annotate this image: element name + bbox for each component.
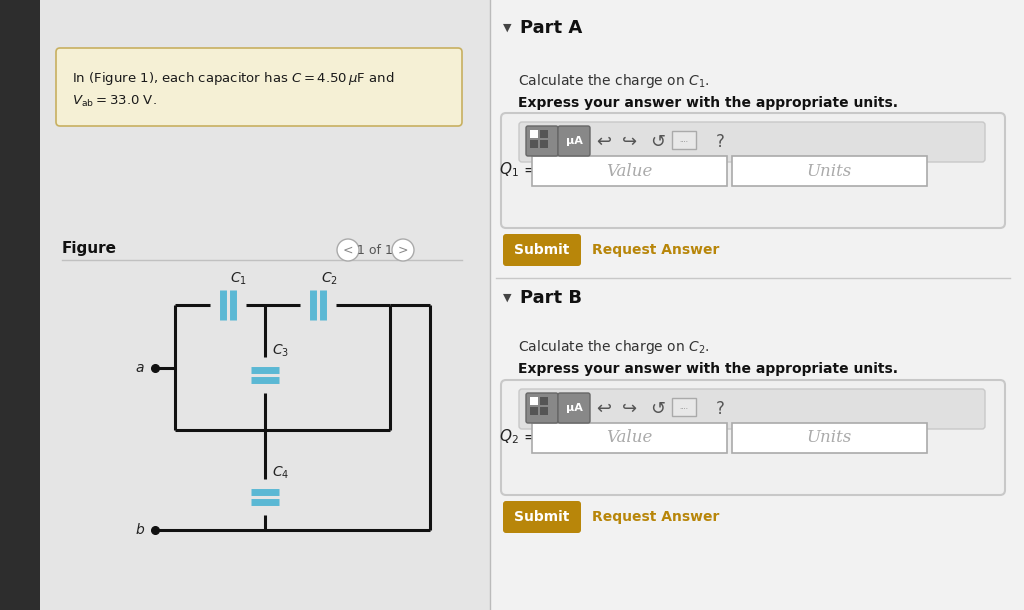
Text: Value: Value bbox=[606, 162, 652, 179]
Circle shape bbox=[337, 239, 359, 261]
Text: $C_2$: $C_2$ bbox=[321, 271, 338, 287]
Text: Request Answer: Request Answer bbox=[592, 243, 720, 257]
Bar bbox=[540, 140, 548, 148]
FancyBboxPatch shape bbox=[503, 234, 581, 266]
Text: ....: .... bbox=[680, 137, 688, 143]
Text: ....: .... bbox=[680, 404, 688, 410]
FancyBboxPatch shape bbox=[519, 122, 985, 162]
Text: $C_1$: $C_1$ bbox=[230, 271, 247, 287]
Text: Submit: Submit bbox=[514, 243, 569, 257]
Text: Part A: Part A bbox=[520, 19, 583, 37]
Text: Units: Units bbox=[806, 429, 852, 447]
Text: Units: Units bbox=[806, 162, 852, 179]
FancyBboxPatch shape bbox=[56, 48, 462, 126]
FancyBboxPatch shape bbox=[501, 113, 1005, 228]
Text: In (Figure 1), each capacitor has $C = 4.50\,\mu$F and: In (Figure 1), each capacitor has $C = 4… bbox=[72, 70, 394, 87]
Text: ?: ? bbox=[716, 133, 724, 151]
Text: μA: μA bbox=[565, 403, 583, 413]
Text: $C_3$: $C_3$ bbox=[272, 343, 289, 359]
Text: =: = bbox=[523, 162, 536, 178]
Text: $Q_1$: $Q_1$ bbox=[500, 160, 519, 179]
FancyBboxPatch shape bbox=[558, 393, 590, 423]
Text: >: > bbox=[397, 243, 409, 256]
Bar bbox=[532, 156, 727, 186]
Bar bbox=[672, 131, 696, 149]
FancyBboxPatch shape bbox=[503, 501, 581, 533]
Bar bbox=[530, 130, 538, 138]
Text: $Q_2$: $Q_2$ bbox=[500, 428, 519, 447]
Bar bbox=[732, 423, 927, 453]
FancyBboxPatch shape bbox=[526, 126, 558, 156]
Text: Figure: Figure bbox=[62, 240, 117, 256]
Text: =: = bbox=[523, 429, 536, 445]
Bar bbox=[540, 407, 548, 415]
Text: $C_4$: $C_4$ bbox=[272, 465, 289, 481]
Bar bbox=[530, 140, 538, 148]
Text: Part B: Part B bbox=[520, 289, 582, 307]
Bar bbox=[540, 130, 548, 138]
Text: ↪: ↪ bbox=[623, 133, 638, 151]
Bar bbox=[0, 0, 40, 610]
Text: $b$: $b$ bbox=[135, 523, 145, 537]
Text: Express your answer with the appropriate units.: Express your answer with the appropriate… bbox=[518, 96, 898, 110]
Text: ↩: ↩ bbox=[596, 400, 611, 418]
FancyBboxPatch shape bbox=[519, 389, 985, 429]
Text: Express your answer with the appropriate units.: Express your answer with the appropriate… bbox=[518, 362, 898, 376]
Bar bbox=[530, 407, 538, 415]
Text: Calculate the charge on $C_1$.: Calculate the charge on $C_1$. bbox=[518, 72, 710, 90]
Bar bbox=[732, 156, 927, 186]
Text: Request Answer: Request Answer bbox=[592, 510, 720, 524]
Text: ↪: ↪ bbox=[623, 400, 638, 418]
Bar bbox=[490, 0, 1024, 610]
FancyBboxPatch shape bbox=[501, 380, 1005, 495]
FancyBboxPatch shape bbox=[558, 126, 590, 156]
Text: 1 of 1: 1 of 1 bbox=[357, 243, 393, 256]
Text: Submit: Submit bbox=[514, 510, 569, 524]
Text: $V_{\mathrm{ab}} = 33.0$ V.: $V_{\mathrm{ab}} = 33.0$ V. bbox=[72, 94, 157, 109]
Text: μA: μA bbox=[565, 136, 583, 146]
Text: ▼: ▼ bbox=[503, 23, 512, 33]
Text: <: < bbox=[343, 243, 353, 256]
Text: Value: Value bbox=[606, 429, 652, 447]
Text: ▼: ▼ bbox=[503, 293, 512, 303]
Bar bbox=[532, 423, 727, 453]
Bar bbox=[540, 397, 548, 405]
Text: $a$: $a$ bbox=[135, 361, 145, 375]
Text: ↩: ↩ bbox=[596, 133, 611, 151]
FancyBboxPatch shape bbox=[526, 393, 558, 423]
Bar bbox=[530, 397, 538, 405]
Circle shape bbox=[392, 239, 414, 261]
Text: ?: ? bbox=[716, 400, 724, 418]
Text: ↺: ↺ bbox=[650, 133, 666, 151]
Bar bbox=[0, 0, 490, 610]
Bar bbox=[672, 398, 696, 416]
Text: Calculate the charge on $C_2$.: Calculate the charge on $C_2$. bbox=[518, 338, 710, 356]
Text: ↺: ↺ bbox=[650, 400, 666, 418]
